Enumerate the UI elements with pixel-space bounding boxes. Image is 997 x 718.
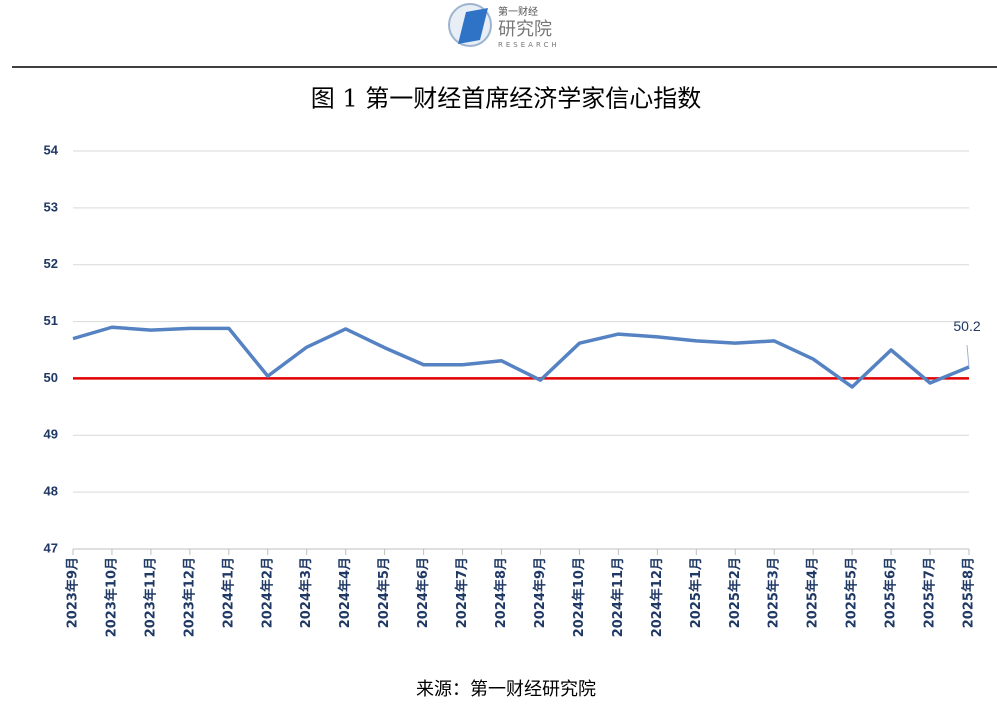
label-leader: [966, 345, 970, 368]
logo: 第一财经 研究院 RESEARCH: [448, 3, 560, 49]
x-tick-label: 2024年9月: [532, 557, 548, 628]
y-tick-label: 50: [44, 370, 58, 385]
y-tick-label: 53: [44, 199, 58, 214]
y-tick-label: 47: [44, 540, 58, 555]
x-tick-label: 2024年12月: [649, 557, 665, 637]
x-tick-label: 2024年8月: [493, 557, 509, 628]
x-tick-label: 2024年3月: [298, 557, 314, 628]
data-label: 50.2: [953, 318, 980, 334]
x-tick-label: 2024年1月: [220, 557, 236, 628]
x-tick-label: 2024年10月: [571, 557, 587, 637]
x-tick-label: 2025年5月: [844, 557, 860, 628]
x-tick-label: 2024年7月: [454, 557, 470, 628]
y-tick-label: 52: [44, 256, 58, 271]
x-tick-label: 2025年3月: [766, 557, 782, 628]
logo-brand: 第一财经: [498, 5, 538, 18]
x-tick-label: 2024年11月: [610, 557, 626, 637]
x-tick-label: 2024年6月: [415, 557, 431, 628]
y-tick-label: 51: [44, 313, 58, 328]
x-tick-label: 2024年4月: [337, 557, 353, 628]
y-tick-label: 54: [44, 142, 59, 157]
data-line: [72, 325, 970, 389]
logo-name: 研究院: [498, 19, 552, 40]
x-tick-label: 2023年12月: [181, 557, 197, 637]
y-tick-label: 49: [44, 427, 58, 442]
x-tick-label: 2025年2月: [727, 557, 743, 628]
x-tick-label: 2023年9月: [65, 557, 81, 628]
x-tick-label: 2025年6月: [883, 557, 899, 628]
x-tick-label: 2025年4月: [805, 557, 821, 628]
logo-shape: [458, 8, 488, 44]
x-tick-label: 2024年5月: [376, 557, 392, 628]
x-tick-label: 2025年1月: [688, 557, 704, 628]
logo-sub: RESEARCH: [498, 41, 560, 49]
x-tick-label: 2025年7月: [922, 557, 938, 628]
x-tick-label: 2023年10月: [103, 557, 119, 637]
source: 来源：第一财经研究院: [416, 679, 596, 700]
x-tick-label: 2025年8月: [961, 557, 977, 628]
chart-title: 图 1 第一财经首席经济学家信心指数: [311, 85, 702, 113]
x-tick-label: 2023年11月: [142, 557, 158, 637]
y-tick-label: 48: [44, 484, 58, 499]
x-tick-label: 2024年2月: [259, 557, 275, 628]
